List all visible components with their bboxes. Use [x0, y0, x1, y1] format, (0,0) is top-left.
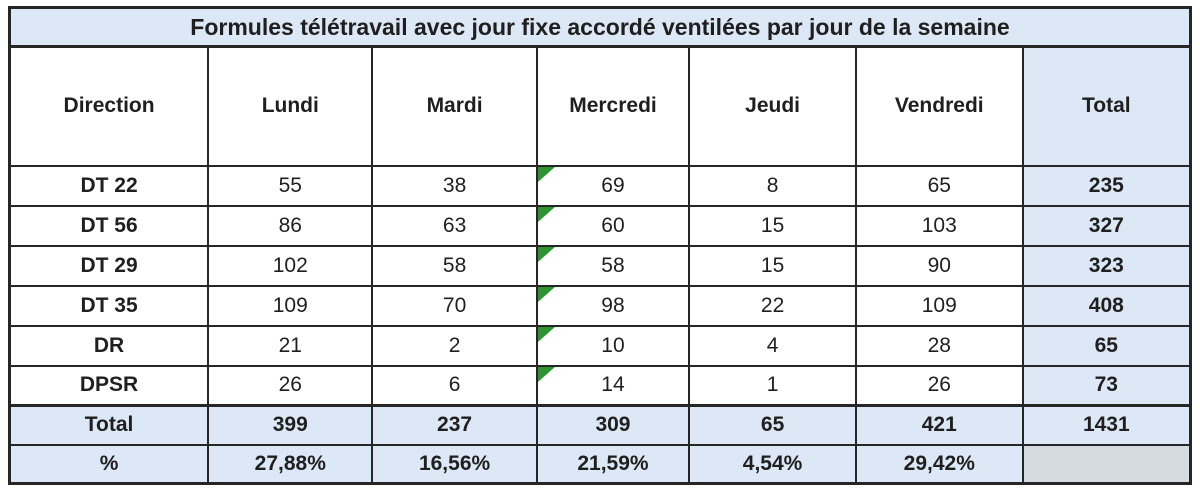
total-lundi: 399: [207, 404, 374, 446]
total-vendredi: 421: [854, 404, 1024, 446]
cell-mercredi: 98: [535, 284, 691, 327]
comment-marker-icon: [538, 287, 556, 302]
comment-marker-icon: [538, 327, 556, 342]
table-total-row: Total 399 237 309 65 421 1431: [8, 404, 1192, 446]
cell-lundi: 109: [207, 284, 374, 327]
cell-vendredi: 28: [854, 324, 1024, 367]
cell-lundi: 21: [207, 324, 374, 367]
grand-total: 1431: [1021, 404, 1192, 446]
percent-jeudi: 4,54%: [688, 443, 857, 485]
cell-mercredi: 58: [535, 244, 691, 287]
cell-value: 14: [601, 373, 625, 397]
total-mercredi: 309: [535, 404, 691, 446]
percent-vendredi: 29,42%: [854, 443, 1024, 485]
row-label: DT 22: [8, 164, 210, 207]
comment-marker-icon: [538, 367, 556, 382]
table-row-dpsr: DPSR 26 6 14 1 26 73: [8, 364, 1192, 407]
comment-marker-icon: [538, 167, 556, 182]
cell-row-total: 73: [1021, 364, 1192, 407]
cell-vendredi: 103: [854, 204, 1024, 247]
table-row-dt35: DT 35 109 70 98 22 109 408: [8, 284, 1192, 327]
table-header-row: Direction Lundi Mardi Mercredi Jeudi Ven…: [8, 45, 1192, 167]
comment-marker-icon: [538, 207, 556, 222]
cell-mercredi: 60: [535, 204, 691, 247]
table-percent-row: % 27,88% 16,56% 21,59% 4,54% 29,42%: [8, 443, 1192, 485]
col-header-vendredi: Vendredi: [854, 45, 1024, 167]
table-row-dt56: DT 56 86 63 60 15 103 327: [8, 204, 1192, 247]
total-row-label: Total: [8, 404, 210, 446]
cell-lundi: 26: [207, 364, 374, 407]
percent-lundi: 27,88%: [207, 443, 374, 485]
cell-value: 69: [601, 173, 625, 197]
cell-jeudi: 8: [688, 164, 857, 207]
col-header-direction: Direction: [8, 45, 210, 167]
cell-lundi: 55: [207, 164, 374, 207]
cell-value: 98: [601, 293, 625, 317]
row-label: DPSR: [8, 364, 210, 407]
cell-row-total: 323: [1021, 244, 1192, 287]
cell-vendredi: 90: [854, 244, 1024, 287]
cell-row-total: 327: [1021, 204, 1192, 247]
cell-jeudi: 15: [688, 204, 857, 247]
cell-vendredi: 109: [854, 284, 1024, 327]
cell-mardi: 70: [371, 284, 538, 327]
cell-vendredi: 26: [854, 364, 1024, 407]
col-header-mardi: Mardi: [371, 45, 538, 167]
cell-row-total: 65: [1021, 324, 1192, 367]
cell-jeudi: 4: [688, 324, 857, 367]
row-label: DT 29: [8, 244, 210, 287]
table-row-dt29: DT 29 102 58 58 15 90 323: [8, 244, 1192, 287]
cell-value: 58: [601, 253, 625, 277]
table-row-dt22: DT 22 55 38 69 8 65 235: [8, 164, 1192, 207]
row-label: DR: [8, 324, 210, 367]
row-label: DT 35: [8, 284, 210, 327]
col-header-total: Total: [1021, 45, 1192, 167]
col-header-lundi: Lundi: [207, 45, 374, 167]
percent-mardi: 16,56%: [371, 443, 538, 485]
cell-value: 60: [601, 213, 625, 237]
percent-mercredi: 21,59%: [535, 443, 691, 485]
cell-mercredi: 14: [535, 364, 691, 407]
cell-lundi: 86: [207, 204, 374, 247]
total-mardi: 237: [371, 404, 538, 446]
cell-jeudi: 15: [688, 244, 857, 287]
cell-mercredi: 10: [535, 324, 691, 367]
cell-mercredi: 69: [535, 164, 691, 207]
cell-jeudi: 1: [688, 364, 857, 407]
total-jeudi: 65: [688, 404, 857, 446]
empty-cell: [1021, 443, 1192, 485]
percent-row-label: %: [8, 443, 210, 485]
table-title-row: Formules télétravail avec jour fixe acco…: [8, 6, 1192, 48]
cell-mardi: 58: [371, 244, 538, 287]
teleworking-table: Formules télétravail avec jour fixe acco…: [8, 6, 1192, 485]
cell-mardi: 38: [371, 164, 538, 207]
comment-marker-icon: [538, 247, 556, 262]
cell-jeudi: 22: [688, 284, 857, 327]
data-table: Formules télétravail avec jour fixe acco…: [8, 6, 1192, 485]
cell-row-total: 408: [1021, 284, 1192, 327]
cell-row-total: 235: [1021, 164, 1192, 207]
col-header-mercredi: Mercredi: [535, 45, 691, 167]
cell-value: 10: [601, 333, 625, 357]
cell-lundi: 102: [207, 244, 374, 287]
col-header-jeudi: Jeudi: [688, 45, 857, 167]
cell-mardi: 6: [371, 364, 538, 407]
row-label: DT 56: [8, 204, 210, 247]
table-row-dr: DR 21 2 10 4 28 65: [8, 324, 1192, 367]
cell-mardi: 2: [371, 324, 538, 367]
cell-mardi: 63: [371, 204, 538, 247]
table-title: Formules télétravail avec jour fixe acco…: [8, 6, 1192, 48]
cell-vendredi: 65: [854, 164, 1024, 207]
